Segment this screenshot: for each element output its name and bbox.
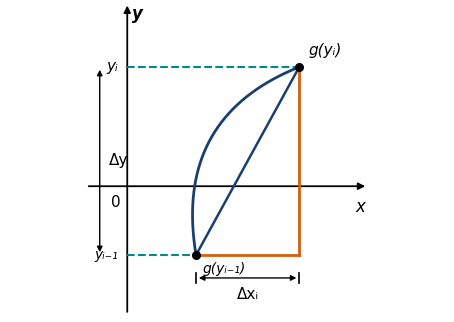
Text: Δxᵢ: Δxᵢ bbox=[237, 287, 259, 302]
Text: g(yᵢ₋₁): g(yᵢ₋₁) bbox=[203, 262, 246, 276]
Text: yᵢ: yᵢ bbox=[106, 60, 118, 74]
Text: Δy: Δy bbox=[109, 154, 128, 168]
Text: y: y bbox=[132, 5, 143, 23]
Text: 0: 0 bbox=[111, 195, 120, 210]
Text: g(yᵢ): g(yᵢ) bbox=[308, 43, 342, 58]
Text: yᵢ₋₁: yᵢ₋₁ bbox=[94, 248, 118, 262]
Text: x: x bbox=[356, 198, 366, 216]
